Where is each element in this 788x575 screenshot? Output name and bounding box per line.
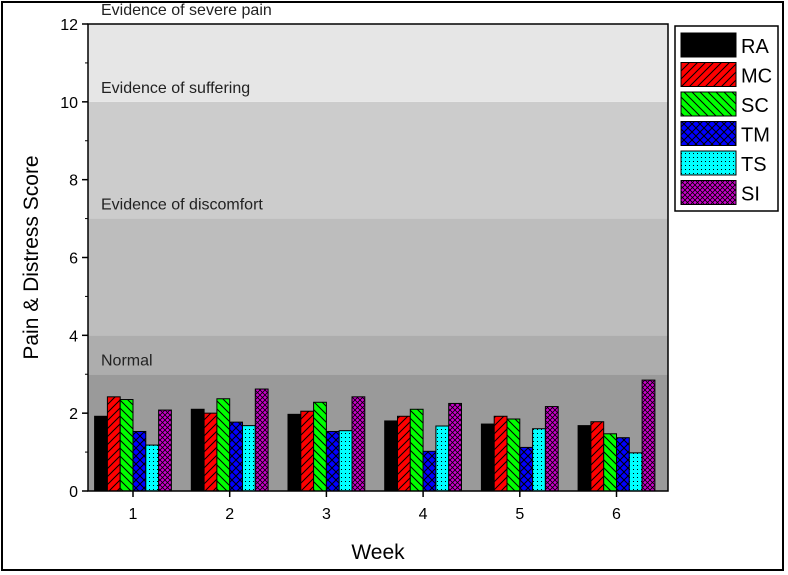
bar-TM-week-4 xyxy=(422,450,437,492)
bar-TS-week-5 xyxy=(532,428,546,492)
legend-swatch-SC xyxy=(680,91,737,117)
legend-swatch-TS xyxy=(680,150,737,176)
bar-SI-week-3 xyxy=(351,396,366,492)
x-tick-label: 3 xyxy=(322,506,331,523)
band-label-3: Evidence of suffering xyxy=(101,80,250,97)
y-tick-label: 10 xyxy=(60,95,78,112)
x-tick-label: 4 xyxy=(419,506,428,523)
band-2 xyxy=(88,218,668,336)
band-label-2: Evidence of discomfort xyxy=(101,197,263,214)
bar-SI-week-4 xyxy=(448,402,463,492)
y-tick-label: 4 xyxy=(69,328,78,345)
legend-label-RA: RA xyxy=(741,36,769,58)
bar-TS-week-6 xyxy=(628,452,643,492)
bar-TS-week-4 xyxy=(435,425,450,492)
legend-label-TS: TS xyxy=(741,154,767,176)
x-tick-label: 1 xyxy=(129,506,138,523)
band-4 xyxy=(88,24,668,102)
bar-RA-week-6 xyxy=(577,425,592,492)
bar-MC-week-6 xyxy=(590,421,605,492)
bar-TS-week-2 xyxy=(242,425,256,492)
x-tick-label: 2 xyxy=(225,506,234,523)
bar-TS-week-1 xyxy=(145,444,160,492)
y-tick-label: 12 xyxy=(60,17,78,34)
bar-RA-week-4 xyxy=(384,420,399,492)
band-0 xyxy=(88,374,668,491)
band-labels: Normal Evidence of discomfort Evidence of … xyxy=(101,2,272,369)
bar-TM-week-6 xyxy=(616,437,630,492)
band-label-4: Evidence of severe pain xyxy=(101,2,272,19)
legend: RA MC SC TM TS SI xyxy=(674,25,779,212)
legend-label-MC: MC xyxy=(741,66,772,88)
x-axis-title: Week xyxy=(351,541,405,564)
bar-TS-week-3 xyxy=(338,430,353,492)
bar-TM-week-5 xyxy=(519,446,534,492)
legend-swatch-MC xyxy=(680,62,737,87)
legend-label-SI: SI xyxy=(741,184,760,206)
bar-SI-week-5 xyxy=(544,406,559,492)
legend-label-SC: SC xyxy=(741,95,769,117)
bars xyxy=(94,379,656,492)
legend-label-TM: TM xyxy=(741,125,770,147)
bar-SI-week-2 xyxy=(254,388,269,492)
background-bands xyxy=(88,24,668,491)
bar-SC-week-3 xyxy=(313,401,327,492)
bar-SC-week-2 xyxy=(216,398,231,492)
bar-SC-week-1 xyxy=(119,399,134,492)
bar-SC-week-6 xyxy=(603,433,618,492)
legend-swatch-RA xyxy=(680,32,737,58)
band-1 xyxy=(88,335,668,375)
y-tick-label: 0 xyxy=(69,484,78,501)
bar-MC-week-3 xyxy=(300,410,315,492)
bar-RA-week-2 xyxy=(190,408,205,492)
bar-RA-week-3 xyxy=(287,413,302,492)
bar-SC-week-4 xyxy=(409,408,424,492)
x-tick-label: 6 xyxy=(612,506,621,523)
x-tick-label: 5 xyxy=(515,506,524,523)
y-tick-label: 6 xyxy=(69,251,78,268)
bar-RA-week-5 xyxy=(480,423,495,492)
bar-MC-week-4 xyxy=(397,415,411,492)
bar-MC-week-2 xyxy=(203,412,218,492)
band-label-0: Normal xyxy=(101,352,153,369)
bar-MC-week-1 xyxy=(106,396,121,492)
bar-MC-week-5 xyxy=(493,415,508,492)
bar-RA-week-1 xyxy=(94,415,108,492)
band-3 xyxy=(88,101,668,219)
bar-SC-week-5 xyxy=(506,418,521,492)
bar-TM-week-3 xyxy=(325,430,340,492)
y-tick-label: 8 xyxy=(69,173,78,190)
legend-swatch-TM xyxy=(680,121,737,146)
bar-TM-week-1 xyxy=(132,430,147,492)
y-tick-label: 2 xyxy=(69,406,78,423)
y-axis-title: Pain & Distress Score xyxy=(20,155,43,359)
bar-TM-week-2 xyxy=(229,421,243,492)
bar-SI-week-1 xyxy=(158,409,172,492)
legend-swatch-SI xyxy=(680,180,737,205)
bar-SI-week-6 xyxy=(641,379,656,492)
